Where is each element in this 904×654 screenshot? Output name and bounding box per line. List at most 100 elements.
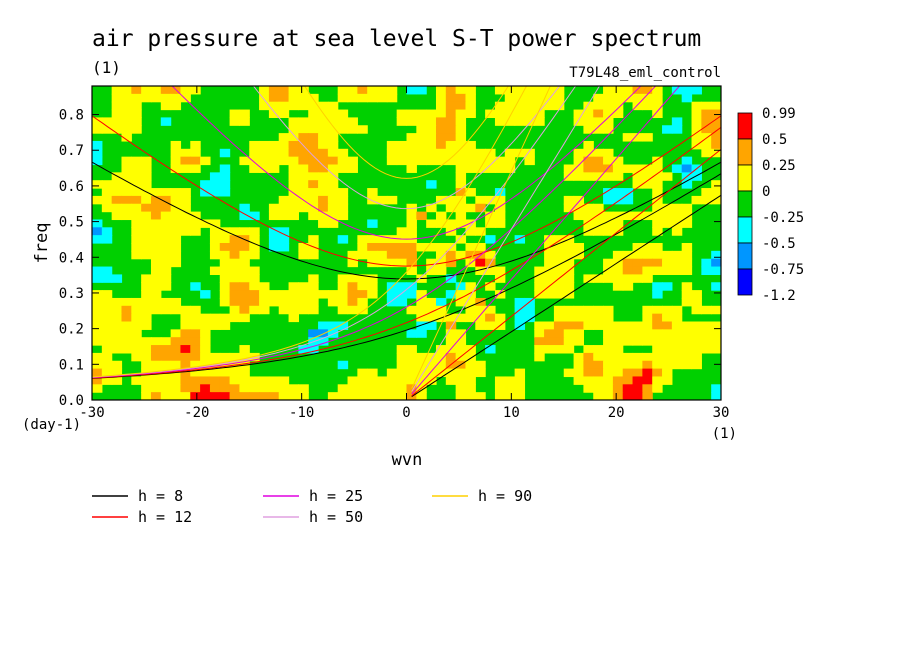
field-cell [406, 156, 417, 166]
field-cell [544, 329, 555, 338]
field-cell [544, 321, 555, 330]
field-cell [298, 125, 309, 134]
field-cell [367, 392, 378, 400]
field-cell [327, 297, 339, 307]
field-cell [249, 352, 260, 362]
field-cell [111, 101, 123, 111]
field-cell [632, 352, 643, 362]
field-cell [563, 274, 575, 283]
dispersion-curve [411, 86, 551, 389]
field-cell [426, 140, 437, 150]
field-cell [711, 258, 721, 268]
field-cell [583, 321, 594, 330]
field-cell [219, 235, 231, 244]
field-cell [544, 86, 555, 95]
field-cell [504, 156, 516, 166]
field-cell [131, 329, 142, 338]
field-cell [445, 258, 457, 268]
field-cell [573, 329, 585, 338]
field-cell [209, 384, 221, 393]
field-cell [308, 282, 319, 291]
field-cell [288, 313, 299, 323]
field-cell [652, 93, 663, 103]
field-cell [612, 345, 624, 354]
field-cell [209, 313, 221, 323]
field-cell [642, 337, 653, 346]
field-cell [298, 172, 309, 181]
field-cell [632, 250, 643, 260]
field-cell [121, 93, 132, 103]
field-cell [298, 203, 309, 213]
field-cell [485, 148, 496, 158]
field-cell [337, 148, 349, 158]
field-cell [406, 117, 417, 126]
colorbar-label: 0.99 [762, 106, 796, 122]
field-cell [278, 203, 290, 213]
field-cell [681, 156, 693, 166]
field-cell [642, 250, 653, 260]
field-cell [377, 86, 388, 95]
field-cell [150, 376, 162, 385]
field-cell [711, 109, 721, 118]
field-cell [259, 392, 270, 400]
field-cell [377, 384, 388, 393]
field-cell [160, 352, 172, 362]
field-cell [485, 156, 496, 166]
field-cell [662, 211, 673, 221]
field-cell [445, 290, 457, 299]
field-cell [465, 227, 476, 236]
field-cell [435, 305, 447, 315]
field-cell [573, 172, 585, 181]
field-cell [632, 172, 643, 181]
field-cell [318, 133, 329, 142]
field-cell [111, 337, 123, 346]
field-cell [465, 352, 476, 362]
field-cell [445, 86, 457, 95]
field-cell [494, 86, 506, 95]
field-cell [485, 219, 496, 228]
field-cell [652, 86, 663, 95]
field-cell [642, 305, 653, 315]
field-cell [681, 86, 693, 95]
field-cell [170, 188, 182, 197]
field-cell [288, 140, 299, 150]
field-cell [111, 203, 123, 213]
field-cell [475, 368, 486, 378]
field-cell [711, 250, 721, 260]
field-cell [514, 384, 526, 393]
field-cell [396, 297, 408, 307]
field-cell [435, 109, 447, 118]
field-cell [465, 86, 476, 95]
field-cell [268, 227, 280, 236]
field-cell [268, 203, 280, 213]
field-cell [455, 203, 467, 213]
field-cell [239, 290, 250, 299]
field-cell [92, 290, 103, 299]
field-cell [337, 235, 349, 244]
field-cell [652, 384, 663, 393]
field-cell [642, 392, 653, 400]
field-cell [701, 140, 712, 150]
field-cell [367, 290, 378, 299]
field-cell [229, 117, 241, 126]
field-cell [327, 140, 339, 150]
field-cell [377, 376, 388, 385]
field-cell [612, 250, 624, 260]
field-cell [534, 274, 545, 283]
field-cell [170, 352, 182, 362]
field-cell [357, 235, 368, 244]
colorbar-swatch [737, 242, 753, 270]
field-cell [318, 195, 329, 205]
field-cell [219, 250, 231, 260]
field-cell [170, 235, 182, 244]
field-cell [396, 227, 408, 236]
field-cell [377, 195, 388, 205]
field-cell [180, 156, 191, 166]
field-cell [455, 235, 467, 244]
field-cell [603, 258, 614, 268]
field-cell [455, 297, 467, 307]
field-cell [131, 156, 142, 166]
field-cell [485, 345, 496, 354]
field-cell [504, 148, 516, 158]
y-tick-label: 0.5 [59, 215, 84, 231]
